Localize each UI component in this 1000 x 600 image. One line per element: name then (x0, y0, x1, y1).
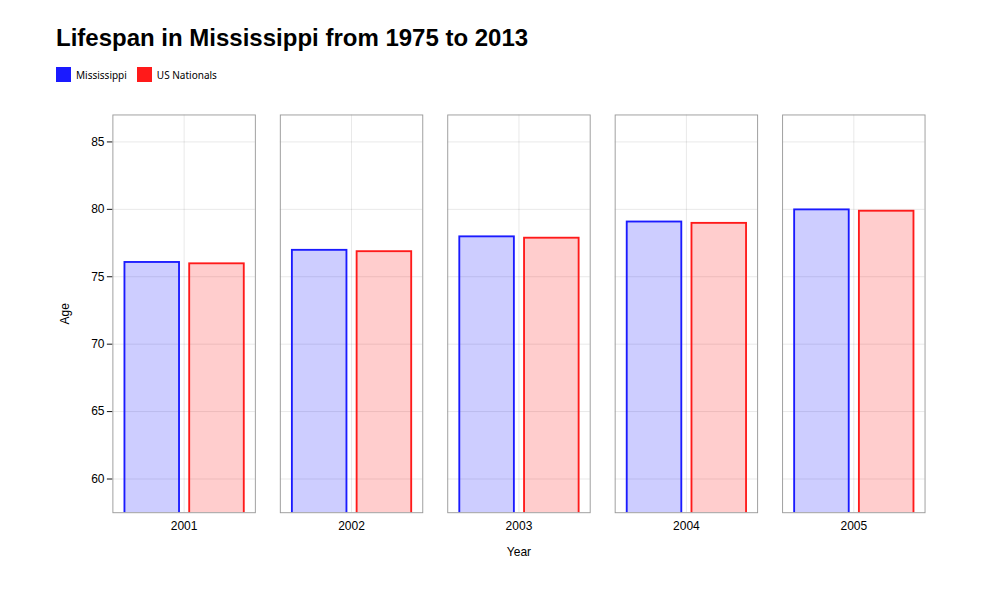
svg-text:70: 70 (91, 337, 105, 351)
svg-text:85: 85 (91, 135, 105, 149)
svg-text:75: 75 (91, 270, 105, 284)
svg-text:2003: 2003 (506, 519, 533, 533)
svg-text:Age: Age (58, 303, 72, 325)
svg-text:2005: 2005 (840, 519, 867, 533)
html-text:Lifespan in Mississippi from 1: Lifespan in Mississippi from 1975 to 201… (56, 24, 529, 51)
svg-text:2004: 2004 (673, 519, 700, 533)
html-text:US Nationals: US Nationals (156, 67, 217, 82)
svg-text:2002: 2002 (338, 519, 365, 533)
html-text:Mississippi: Mississippi (76, 67, 127, 82)
svg-text:Year: Year (507, 545, 531, 558)
svg-text:80: 80 (91, 202, 105, 216)
svg-text:2001: 2001 (171, 519, 198, 533)
svg-text:65: 65 (91, 404, 105, 418)
svg-text:60: 60 (91, 472, 105, 486)
